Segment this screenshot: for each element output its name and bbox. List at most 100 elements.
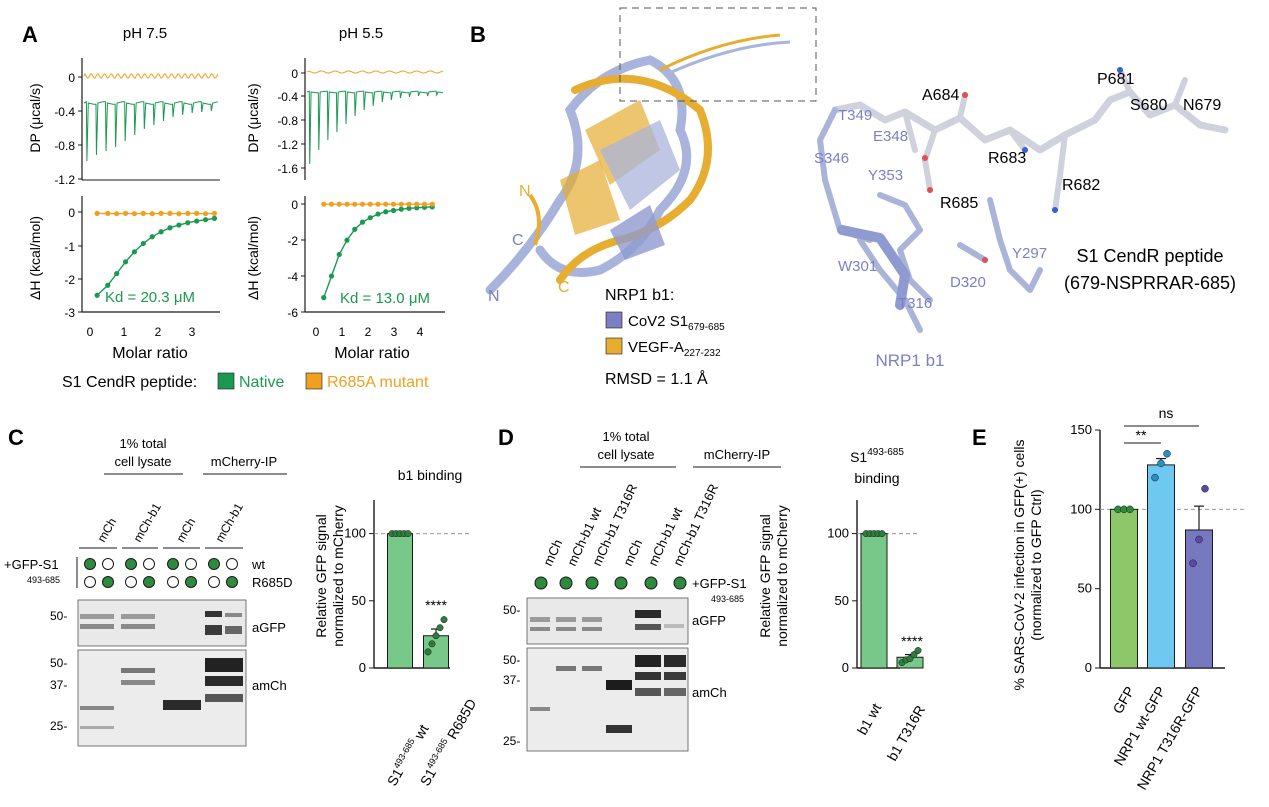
res-y297: Y297 xyxy=(1012,245,1047,262)
dh-right-native-point xyxy=(360,220,365,225)
x-right-tick-2: 2 xyxy=(365,325,372,339)
data-point xyxy=(429,641,435,647)
c-gfp-label: +GFP-S1 xyxy=(4,557,59,572)
ribbon-c-vegf: C xyxy=(558,279,570,296)
d-header-total-1: 1% total xyxy=(603,429,650,444)
dp-left-mutant-trace xyxy=(84,74,218,78)
ribbon-n-vegf: N xyxy=(519,183,531,200)
dh-right-mutant-point xyxy=(391,202,396,207)
c-wt-dot xyxy=(126,559,137,570)
c-mut-dot xyxy=(144,577,155,588)
dh-right-native-point xyxy=(383,209,388,214)
res-n679: N679 xyxy=(1183,97,1221,114)
d-mw-37: 37- xyxy=(503,673,520,687)
legend-vegf: VEGF-A227-232 xyxy=(628,339,721,359)
dh-left-native-point xyxy=(176,222,181,227)
dh-right-mutant-point xyxy=(368,202,373,207)
dh-left-mutant-point xyxy=(150,211,155,216)
res-s346: S346 xyxy=(814,150,849,167)
x-left-tick-2: 2 xyxy=(155,325,162,339)
dh-right-mutant-point xyxy=(406,202,411,207)
d-lane-1: mCh xyxy=(540,537,565,568)
dp-right-mutant-trace xyxy=(307,71,443,73)
protein-ribbon-structure: N C C N xyxy=(488,8,816,305)
dh-left-ylabel: ΔH (kcal/mol) xyxy=(27,216,43,300)
dh-right-mutant-point xyxy=(414,202,419,207)
d-chart-title-2: binding xyxy=(854,470,899,486)
d-header-total-2: cell lysate xyxy=(597,447,654,462)
dh-left-native-point xyxy=(167,225,172,230)
data-point xyxy=(1196,536,1203,543)
dh-left-native-point xyxy=(141,241,146,246)
panel-a-right-title: pH 5.5 xyxy=(339,25,383,42)
panel-a-label: A xyxy=(22,22,38,47)
dh-left-native-point xyxy=(150,234,155,239)
dh-left-native-point xyxy=(194,218,199,223)
c-mw-50: 50- xyxy=(50,656,67,670)
c-chart-title: b1 binding xyxy=(398,467,463,483)
c-wt-dot xyxy=(85,559,96,570)
y-tick-label: 150 xyxy=(1070,422,1092,437)
bar xyxy=(1111,509,1138,668)
x-right-tick-4: 4 xyxy=(417,325,424,339)
data-point xyxy=(405,530,411,536)
dh-right-mutant-point xyxy=(430,202,435,207)
dh-left-mutant-point xyxy=(114,211,119,216)
res-w301: W301 xyxy=(838,258,877,275)
legend-vegf-swatch xyxy=(606,338,622,354)
res-d320: D320 xyxy=(950,274,986,291)
legend-rmsd: RMSD = 1.1 Å xyxy=(605,369,708,388)
legend-native: Native xyxy=(239,374,284,391)
dp-right-tick-3: -1.2 xyxy=(277,138,298,152)
dh-left-mutant-point xyxy=(159,211,164,216)
e-ylabel-2: (normalized to GFP Ctrl) xyxy=(1028,489,1044,640)
dh-left-mutant-point xyxy=(95,211,100,216)
dh-left-native-point xyxy=(212,216,217,221)
c-row-mut: R685D xyxy=(252,575,292,590)
dp-plot-right: 0 -0.4 -0.8 -1.2 -1.6 DP (μcal/s) xyxy=(245,58,443,180)
c-header-total-1: 1% total xyxy=(120,436,167,451)
dp-plot-left: 0 -0.4 -0.8 -1.2 DP (μcal/s) xyxy=(27,58,220,187)
c-wt-dot xyxy=(227,559,238,570)
bar xyxy=(1186,530,1213,668)
dh-right-native-point xyxy=(391,208,396,213)
c-mut-dot xyxy=(85,577,96,588)
dh-right-mutant-point xyxy=(321,202,326,207)
dh-right-native-point xyxy=(399,207,404,212)
c-header-ip: mCherry-IP xyxy=(211,454,277,469)
dh-left-native-point xyxy=(185,220,190,225)
dh-left-native-point xyxy=(114,271,119,276)
c-mut-dot xyxy=(227,577,238,588)
panel-d: D 1% total cell lysate mCherry-IP mCh mC… xyxy=(498,425,928,764)
x-left-tick-0: 0 xyxy=(87,325,94,339)
c-gfp-label-sub: 493-685 xyxy=(27,575,60,585)
c-wt-dot xyxy=(103,559,114,570)
res-t316: T316 xyxy=(898,295,932,312)
dh-left-tick-0: 0 xyxy=(68,206,75,220)
d-blot-label-amch: amCh xyxy=(692,685,727,700)
dp-right-tick-1: -0.4 xyxy=(277,90,298,104)
y-tick-label: 0 xyxy=(359,660,366,675)
data-point xyxy=(437,624,443,630)
dh-left-mutant-point xyxy=(176,211,181,216)
dh-plot-left: 0 -1 -2 -3 ΔH (kcal/mol) 0 1 2 3 Molar r… xyxy=(27,196,220,362)
d-gfp-dot xyxy=(674,577,686,589)
c-mut-dot xyxy=(168,577,179,588)
panel-e: E % SARS-CoV-2 infection in GFP(+) cells… xyxy=(972,405,1245,792)
c-lane-2: mCh-b1 xyxy=(130,500,164,544)
d-gfp-dot xyxy=(586,577,598,589)
bar xyxy=(861,534,887,668)
c-blot-label-amch: amCh xyxy=(252,678,287,693)
dh-left-native-point xyxy=(105,283,110,288)
c-mw-37: 37- xyxy=(50,678,67,692)
dh-left-tick-1: -1 xyxy=(64,240,75,254)
legend-mutant-swatch xyxy=(306,373,322,389)
nrp1-b1-label: NRP1 b1 xyxy=(876,351,945,370)
c-blot-label-agfp: aGFP xyxy=(252,620,286,635)
panel-b-label: B xyxy=(470,22,486,47)
data-point xyxy=(1190,560,1197,567)
c-mut-dot xyxy=(209,577,220,588)
dp-right-ylabel: DP (μcal/s) xyxy=(245,83,261,152)
dh-left-mutant-point xyxy=(105,211,110,216)
